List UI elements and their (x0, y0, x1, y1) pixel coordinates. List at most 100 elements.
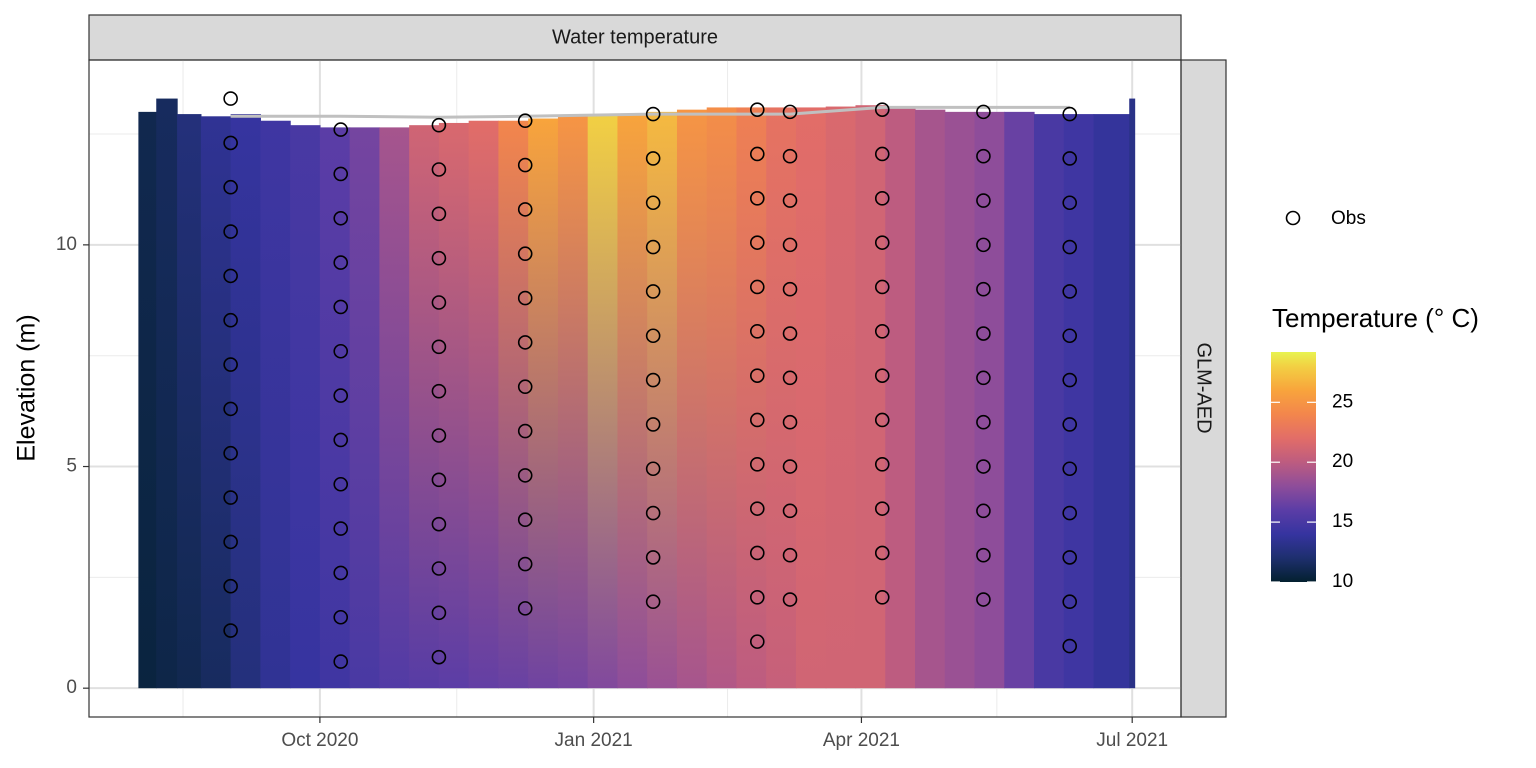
x-tick-label: Apr 2021 (823, 730, 900, 751)
model-column (944, 111, 976, 689)
obs-point (645, 594, 661, 610)
obs-point (1062, 239, 1078, 255)
legend-key (1285, 210, 1301, 226)
model-column (349, 127, 381, 689)
y-axis-title: Elevation (m) (13, 314, 41, 461)
obs-point (976, 104, 991, 120)
obs-point (517, 512, 533, 528)
obs-point (874, 146, 890, 162)
obs-point (874, 412, 890, 428)
obs-point (431, 428, 447, 443)
model-column (1129, 98, 1136, 689)
obs-point (874, 279, 890, 295)
obs-point (645, 106, 661, 122)
obs-point (223, 91, 238, 106)
obs-point (1062, 461, 1078, 477)
obs-point (517, 335, 533, 350)
obs-point (431, 605, 447, 621)
obs-point (645, 328, 661, 344)
obs-point (223, 179, 238, 195)
model-column (736, 107, 767, 689)
obs-point (749, 412, 765, 428)
model-column (260, 120, 291, 689)
obs-point (431, 295, 447, 310)
obs-point (431, 339, 447, 355)
obs-point (782, 459, 798, 474)
model-column (1004, 111, 1035, 689)
surface-line (230, 105, 1070, 119)
obs-point (223, 534, 238, 550)
obs-point (517, 379, 533, 395)
model-column (200, 116, 232, 689)
obs-point (645, 417, 661, 432)
obs-point (874, 457, 890, 472)
overlay: Oct 2020 Jan 2021 Apr 2021 Jul 2021 0 5 10 (56, 59, 1182, 751)
model-column (974, 111, 1005, 689)
model-column (290, 125, 321, 689)
colorbar-title: Temperature (° C) (1272, 303, 1479, 333)
obs-point (517, 468, 533, 483)
obs-point (645, 550, 661, 565)
colorbar-tick-label: 20 (1332, 451, 1353, 472)
model-column (766, 107, 797, 689)
model-column (379, 127, 410, 689)
obs-point (431, 516, 447, 532)
obs-point (1062, 328, 1078, 344)
obs-point (782, 193, 798, 208)
obs-point (1062, 550, 1078, 565)
obs-point (782, 237, 798, 253)
obs-point (976, 326, 991, 341)
panel-border (88, 59, 1182, 718)
model-column (914, 109, 946, 689)
obs-point (517, 290, 533, 306)
obs-point (223, 490, 238, 505)
obs-point (223, 578, 238, 594)
obs-point (431, 250, 447, 266)
model-column (177, 114, 202, 689)
obs-point (223, 224, 238, 239)
obs-point (517, 246, 533, 262)
obs-point (749, 368, 765, 383)
y-tick-label: 0 (66, 677, 77, 698)
model-column (706, 107, 738, 689)
obs-point (976, 193, 991, 208)
obs-point (333, 166, 349, 182)
obs-point (749, 634, 765, 649)
obs-point (749, 457, 765, 472)
model-column (498, 120, 529, 689)
obs-point (517, 423, 533, 439)
obs-point (333, 565, 349, 581)
obs-point (223, 135, 238, 151)
model-column (647, 111, 678, 689)
obs-point (749, 191, 765, 206)
obs-point (749, 279, 765, 295)
model-column (230, 114, 261, 689)
obs-point (517, 202, 533, 217)
obs-point (431, 383, 447, 399)
model-column (557, 116, 589, 689)
obs-point (749, 235, 765, 250)
obs-point (517, 113, 533, 129)
colorbar-tick-label: 25 (1332, 391, 1353, 412)
obs-point (749, 590, 765, 605)
obs-point (976, 148, 991, 164)
x-tick-label: Jan 2021 (555, 730, 633, 751)
obs-point (976, 503, 991, 519)
obs-point (782, 414, 798, 430)
obs-point (645, 239, 661, 255)
obs-point (333, 388, 349, 403)
model-column (795, 107, 827, 689)
obs-point (782, 326, 798, 341)
obs-point (517, 157, 533, 173)
obs-point (749, 324, 765, 339)
facet-label: GLM-AED (1193, 342, 1215, 433)
model-column (1063, 114, 1095, 689)
obs-point (976, 547, 991, 563)
obs-point (1062, 195, 1078, 211)
model-column (319, 127, 351, 689)
obs-point (1062, 151, 1078, 166)
model-column (138, 111, 157, 689)
obs-point (431, 649, 447, 665)
obs-point (874, 545, 890, 561)
obs-point (976, 370, 991, 386)
